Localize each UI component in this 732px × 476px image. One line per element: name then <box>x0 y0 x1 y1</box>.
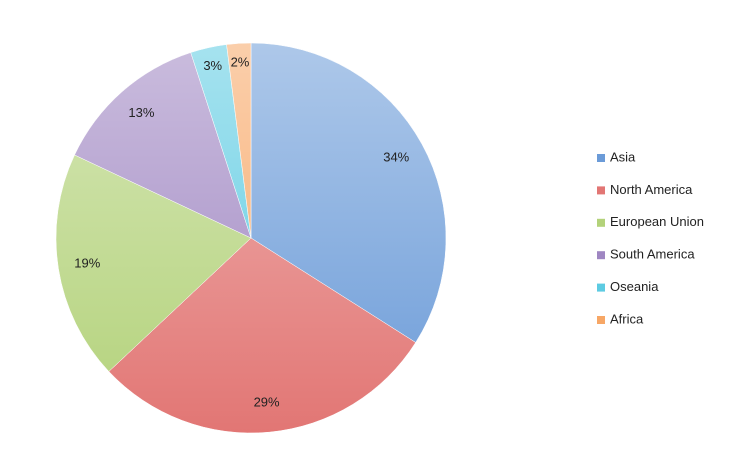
legend-swatch <box>597 186 605 195</box>
legend-label: Oseania <box>610 279 659 294</box>
legend-label: European Union <box>610 214 704 229</box>
data-label: 29% <box>254 394 280 409</box>
legend-label: Africa <box>610 311 644 326</box>
legend: Asia North America European Union South Ame… <box>597 149 704 326</box>
legend-swatch <box>597 316 605 324</box>
legend-swatch <box>597 154 605 162</box>
legend-swatch <box>597 283 605 292</box>
legend-label: Asia <box>610 149 636 164</box>
legend-label: South America <box>610 247 695 262</box>
labels: 34% 29% 19% 13% 3% 2% <box>74 54 409 409</box>
legend-swatch <box>597 251 605 260</box>
data-label: 19% <box>74 255 100 270</box>
legend-label: North America <box>610 182 693 197</box>
pie <box>55 42 447 434</box>
data-label: 2% <box>231 54 250 69</box>
data-label: 3% <box>203 58 222 73</box>
data-label: 34% <box>383 150 409 165</box>
data-label: 13% <box>128 105 154 120</box>
legend-swatch <box>597 218 605 227</box>
